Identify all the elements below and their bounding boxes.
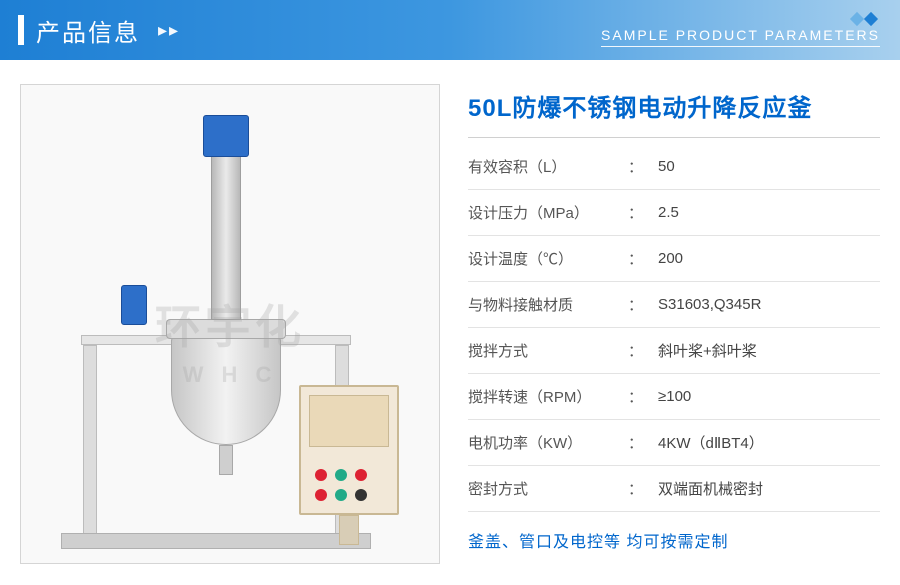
spec-label: 电机功率（KW） (468, 432, 628, 453)
customization-note: 釜盖、管口及电控等 均可按需定制 (468, 528, 880, 552)
stand-leg (83, 345, 97, 535)
control-button (335, 489, 347, 501)
spec-label: 搅拌方式 (468, 340, 628, 361)
control-button (355, 489, 367, 501)
spec-list: 有效容积（L）：50设计压力（MPa）：2.5设计温度（℃）：200与物料接触材… (468, 144, 880, 512)
header-bar: 产品信息 ▸▸ SAMPLE PRODUCT PARAMETERS (0, 0, 900, 60)
spec-value: 2.5 (658, 204, 880, 221)
spec-value: 200 (658, 250, 880, 267)
control-button (315, 489, 327, 501)
bottom-drain (219, 445, 233, 475)
spec-label: 设计温度（℃） (468, 248, 628, 269)
spec-colon: ： (628, 202, 658, 223)
content-area: 环宇化 W H C 50L防爆不锈钢电动升降反应釜 有效容积（L）：50设计压力… (0, 60, 900, 584)
control-button (335, 469, 347, 481)
control-box-stand (339, 515, 359, 545)
spec-value: 4KW（dⅡBT4） (658, 432, 880, 453)
spec-value: 50 (658, 158, 880, 175)
spec-value: 双端面机械密封 (658, 478, 880, 499)
spec-value: S31603,Q345R (658, 296, 880, 313)
control-display (309, 395, 389, 447)
spec-value: 斜叶桨+斜叶桨 (658, 340, 880, 361)
spec-row: 密封方式：双端面机械密封 (468, 466, 880, 512)
spec-colon: ： (628, 248, 658, 269)
spec-label: 密封方式 (468, 478, 628, 499)
spec-value: ≥100 (658, 388, 880, 405)
spec-label: 有效容积（L） (468, 156, 628, 177)
spec-row: 搅拌方式：斜叶桨+斜叶桨 (468, 328, 880, 374)
control-button (315, 469, 327, 481)
spec-row: 设计压力（MPa）：2.5 (468, 190, 880, 236)
spec-colon: ： (628, 340, 658, 361)
chevron-right-icon: ▸▸ (158, 20, 180, 41)
diamond-decor (601, 14, 880, 24)
product-image: 环宇化 W H C (20, 84, 440, 564)
spec-label: 设计压力（MPa） (468, 202, 628, 223)
header-title-group: 产品信息 ▸▸ (0, 13, 180, 48)
spec-label: 搅拌转速（RPM） (468, 386, 628, 407)
spec-row: 有效容积（L）：50 (468, 144, 880, 190)
header-subtitle: SAMPLE PRODUCT PARAMETERS (601, 27, 880, 47)
header-accent-bar (18, 15, 24, 45)
watermark-text: 环宇化 (155, 291, 305, 357)
spec-label: 与物料接触材质 (468, 294, 628, 315)
spec-colon: ： (628, 478, 658, 499)
aux-motor (121, 285, 147, 325)
control-box (299, 385, 399, 515)
main-motor (203, 115, 249, 157)
spec-colon: ： (628, 432, 658, 453)
spec-row: 搅拌转速（RPM）：≥100 (468, 374, 880, 420)
spec-colon: ： (628, 156, 658, 177)
spec-colon: ： (628, 386, 658, 407)
spec-row: 与物料接触材质：S31603,Q345R (468, 282, 880, 328)
header-title: 产品信息 (36, 13, 140, 48)
stand-base (61, 533, 371, 549)
control-button (355, 469, 367, 481)
spec-row: 设计温度（℃）：200 (468, 236, 880, 282)
diamond-icon (850, 11, 864, 25)
spec-panel: 50L防爆不锈钢电动升降反应釜 有效容积（L）：50设计压力（MPa）：2.5设… (468, 84, 880, 564)
spec-row: 电机功率（KW）：4KW（dⅡBT4） (468, 420, 880, 466)
product-title: 50L防爆不锈钢电动升降反应釜 (468, 88, 880, 138)
watermark-subtext: W H C (183, 362, 278, 388)
diamond-icon (864, 11, 878, 25)
spec-colon: ： (628, 294, 658, 315)
header-subtitle-group: SAMPLE PRODUCT PARAMETERS (601, 14, 880, 47)
